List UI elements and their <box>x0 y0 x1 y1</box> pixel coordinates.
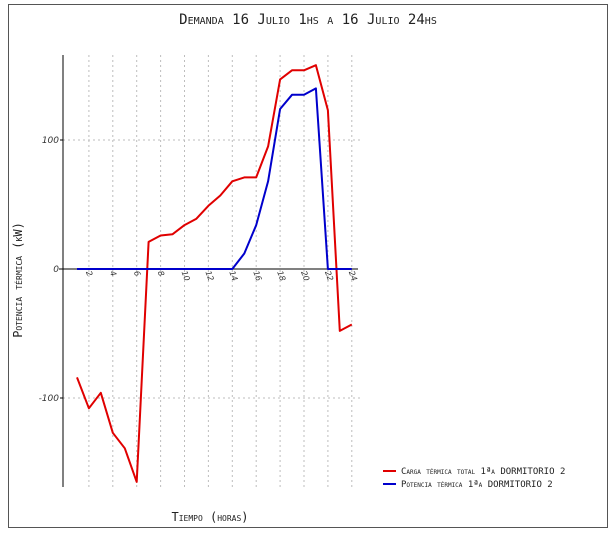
data-point-potencia <box>231 268 233 270</box>
data-point-potencia <box>148 268 150 270</box>
y-tick-label: -100 <box>39 394 60 404</box>
data-point-potencia <box>351 268 353 270</box>
data-point-potencia <box>255 224 257 226</box>
data-point-potencia <box>303 94 305 96</box>
x-tick-label: 24 <box>347 270 359 283</box>
series-lines <box>76 64 353 483</box>
y-axis-label: Potencia térmica (kW) <box>11 222 25 338</box>
legend-label-potencia: Potencia térmica 1ªa DORMITORIO 2 <box>401 480 553 490</box>
data-point-carga <box>315 64 317 66</box>
x-axis-label: Tiempo (horas) <box>171 510 248 524</box>
data-point-potencia <box>207 268 209 270</box>
data-point-carga <box>327 109 329 111</box>
data-point-carga <box>291 69 293 71</box>
x-tick-label: 12 <box>204 270 216 283</box>
data-point-carga <box>303 69 305 71</box>
data-point-carga <box>136 481 138 483</box>
data-point-carga <box>279 78 281 80</box>
x-tick-label: 14 <box>227 270 239 283</box>
data-point-carga <box>267 145 269 147</box>
x-tick-label: 18 <box>275 270 287 283</box>
data-point-carga <box>100 392 102 394</box>
data-point-potencia <box>172 268 174 270</box>
series-line-carga <box>76 64 353 483</box>
data-point-carga <box>76 376 78 378</box>
grid <box>63 55 362 487</box>
data-point-potencia <box>184 268 186 270</box>
data-point-carga <box>195 218 197 220</box>
data-point-potencia <box>267 180 269 182</box>
data-point-potencia <box>100 268 102 270</box>
data-point-carga <box>255 176 257 178</box>
data-point-potencia <box>195 268 197 270</box>
data-point-carga <box>243 176 245 178</box>
data-point-carga <box>112 432 114 434</box>
data-point-potencia <box>279 108 281 110</box>
data-point-carga <box>160 234 162 236</box>
x-tick-label: 6 <box>132 270 142 278</box>
data-point-carga <box>351 323 353 325</box>
chart-title: Demanda 16 Julio 1hs a 16 Julio 24hs <box>179 12 437 28</box>
data-point-potencia <box>219 268 221 270</box>
x-tick-label: 2 <box>84 270 94 278</box>
data-point-carga <box>172 233 174 235</box>
data-point-carga <box>148 241 150 243</box>
x-tick-label: 16 <box>251 270 263 283</box>
legend-label-carga: Carga térmica total 1ªa DORMITORIO 2 <box>401 467 565 477</box>
data-point-potencia <box>291 94 293 96</box>
data-point-potencia <box>76 268 78 270</box>
legend: Carga térmica total 1ªa DORMITORIO 2 Pot… <box>383 467 565 490</box>
x-tick-label: 20 <box>299 270 311 283</box>
data-point-carga <box>219 194 221 196</box>
data-point-carga <box>184 224 186 226</box>
x-tick-label: 4 <box>108 270 118 278</box>
x-tick-label: 10 <box>180 270 192 283</box>
data-point-carga <box>231 180 233 182</box>
data-point-potencia <box>136 268 138 270</box>
data-point-potencia <box>160 268 162 270</box>
chart-frame <box>8 4 608 528</box>
data-point-potencia <box>339 268 341 270</box>
data-point-carga <box>339 330 341 332</box>
data-point-potencia <box>327 268 329 270</box>
series-line-potencia <box>77 87 352 270</box>
data-point-carga <box>207 205 209 207</box>
data-point-carga <box>88 407 90 409</box>
data-point-potencia <box>315 87 317 89</box>
y-tick-label: 0 <box>53 265 59 275</box>
data-point-carga <box>124 447 126 449</box>
data-point-potencia <box>88 268 90 270</box>
data-point-potencia <box>243 253 245 255</box>
data-point-potencia <box>124 268 126 270</box>
x-tick-label: 8 <box>156 270 166 278</box>
y-tick-label: 100 <box>42 136 59 146</box>
data-point-potencia <box>112 268 114 270</box>
x-tick-label: 22 <box>323 270 335 283</box>
